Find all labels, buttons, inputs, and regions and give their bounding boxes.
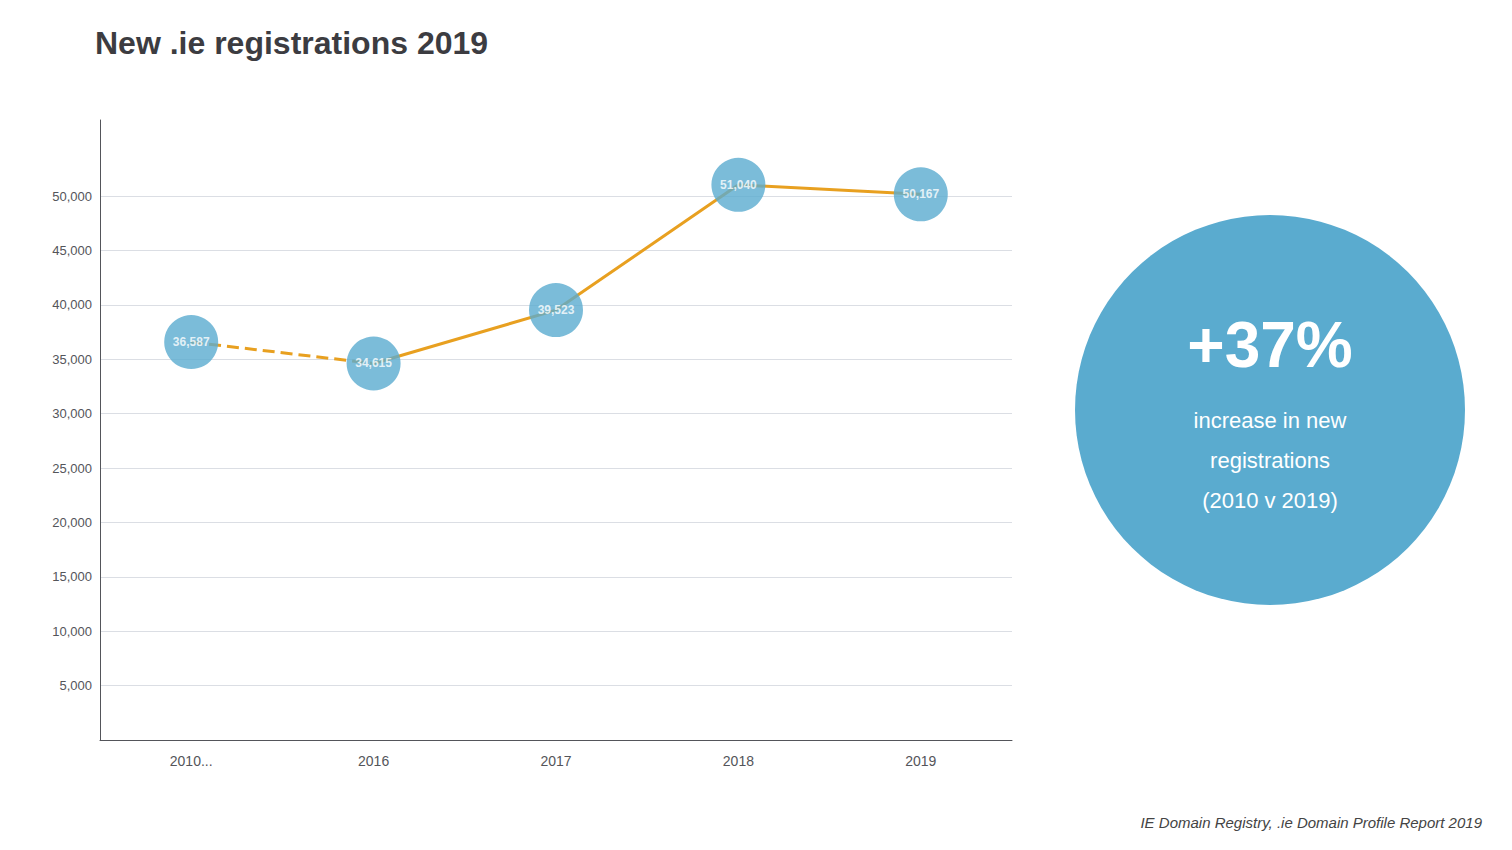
svg-text:New .ie registrations 2019: New .ie registrations 2019 <box>95 25 488 61</box>
svg-text:2019: 2019 <box>905 753 936 769</box>
svg-text:20,000: 20,000 <box>52 515 92 530</box>
svg-text:50,167: 50,167 <box>902 187 939 201</box>
svg-text:(2010 v 2019): (2010 v 2019) <box>1202 488 1338 513</box>
svg-text:50,000: 50,000 <box>52 189 92 204</box>
svg-text:35,000: 35,000 <box>52 352 92 367</box>
svg-text:2017: 2017 <box>540 753 571 769</box>
svg-text:+37%: +37% <box>1187 309 1352 381</box>
svg-text:51,040: 51,040 <box>720 178 757 192</box>
svg-text:34,615: 34,615 <box>355 356 392 370</box>
svg-text:IE Domain Registry, .ie Domain: IE Domain Registry, .ie Domain Profile R… <box>1140 814 1482 831</box>
svg-text:45,000: 45,000 <box>52 243 92 258</box>
svg-text:40,000: 40,000 <box>52 297 92 312</box>
svg-text:registrations: registrations <box>1210 448 1330 473</box>
svg-text:36,587: 36,587 <box>173 335 210 349</box>
svg-text:25,000: 25,000 <box>52 461 92 476</box>
svg-text:increase in new: increase in new <box>1194 408 1347 433</box>
svg-text:39,523: 39,523 <box>538 303 575 317</box>
svg-text:2010...: 2010... <box>170 753 213 769</box>
svg-text:10,000: 10,000 <box>52 624 92 639</box>
svg-text:2018: 2018 <box>723 753 754 769</box>
svg-text:2016: 2016 <box>358 753 389 769</box>
svg-text:5,000: 5,000 <box>59 678 92 693</box>
svg-text:30,000: 30,000 <box>52 406 92 421</box>
svg-text:15,000: 15,000 <box>52 569 92 584</box>
